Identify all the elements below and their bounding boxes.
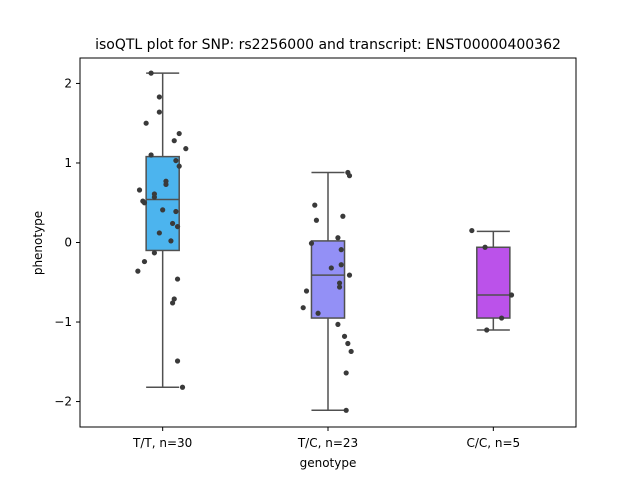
data-point	[484, 327, 490, 333]
data-point	[312, 202, 318, 208]
x-axis: T/T, n=30 T/C, n=23 C/C, n=5	[132, 427, 520, 450]
data-point	[169, 220, 176, 227]
data-point	[148, 152, 154, 158]
data-point	[171, 296, 177, 302]
data-point	[345, 340, 351, 347]
data-point	[174, 358, 181, 364]
data-point	[336, 280, 343, 286]
data-point	[176, 163, 182, 169]
data-point	[348, 348, 354, 355]
box	[476, 246, 511, 319]
data-point	[315, 310, 321, 316]
data-point	[346, 173, 353, 179]
data-point	[174, 223, 181, 230]
data-point	[300, 305, 306, 311]
data-point	[482, 244, 488, 250]
x-axis-label: genotype	[300, 456, 357, 470]
boxes	[145, 72, 511, 412]
data-point	[171, 138, 177, 144]
data-point	[469, 227, 475, 234]
data-point	[151, 194, 157, 200]
data-point	[156, 230, 162, 236]
data-point	[151, 250, 157, 256]
data-point	[141, 258, 148, 265]
data-point	[160, 207, 166, 213]
chart-title: isoQTL plot for SNP: rs2256000 and trans…	[95, 37, 561, 53]
data-point	[143, 120, 149, 126]
x-tick-label: T/T, n=30	[132, 436, 192, 450]
data-point	[141, 200, 148, 206]
x-tick-label: T/C, n=23	[297, 436, 358, 450]
y-tick-label: 1	[64, 156, 72, 170]
y-tick-label: 2	[64, 76, 72, 90]
data-point	[338, 247, 344, 253]
x-tick-label: C/C, n=5	[466, 436, 520, 450]
data-point	[183, 146, 189, 152]
y-axis-label: phenotype	[31, 211, 45, 275]
y-tick-label: 0	[64, 236, 72, 250]
y-tick-label: −1	[54, 315, 72, 329]
data-point	[156, 94, 162, 100]
data-point	[174, 276, 181, 282]
data-point	[168, 238, 174, 244]
data-point	[508, 292, 515, 298]
data-point	[303, 288, 310, 294]
data-point	[343, 407, 349, 413]
data-point	[173, 208, 179, 215]
data-point	[346, 272, 353, 278]
data-point	[173, 157, 179, 164]
data-point	[135, 268, 141, 274]
data-point	[338, 262, 344, 268]
data-point	[169, 300, 176, 306]
data-point	[313, 217, 320, 223]
data-point	[136, 187, 143, 193]
box	[145, 155, 180, 252]
box	[310, 240, 346, 319]
y-axis: −2 −1 0 1 2	[54, 76, 80, 409]
data-point	[340, 213, 346, 219]
data-point	[179, 384, 186, 390]
data-point	[335, 235, 341, 241]
data-point	[308, 240, 315, 246]
data-point	[335, 321, 341, 328]
data-points	[135, 70, 515, 413]
data-point	[336, 284, 343, 290]
data-point	[163, 181, 169, 188]
data-point	[148, 70, 154, 76]
data-point	[341, 333, 348, 339]
y-tick-label: −2	[54, 395, 72, 409]
data-point	[176, 130, 182, 137]
data-point	[343, 370, 349, 376]
data-point	[156, 109, 162, 115]
data-point	[499, 315, 505, 321]
data-point	[328, 265, 334, 271]
